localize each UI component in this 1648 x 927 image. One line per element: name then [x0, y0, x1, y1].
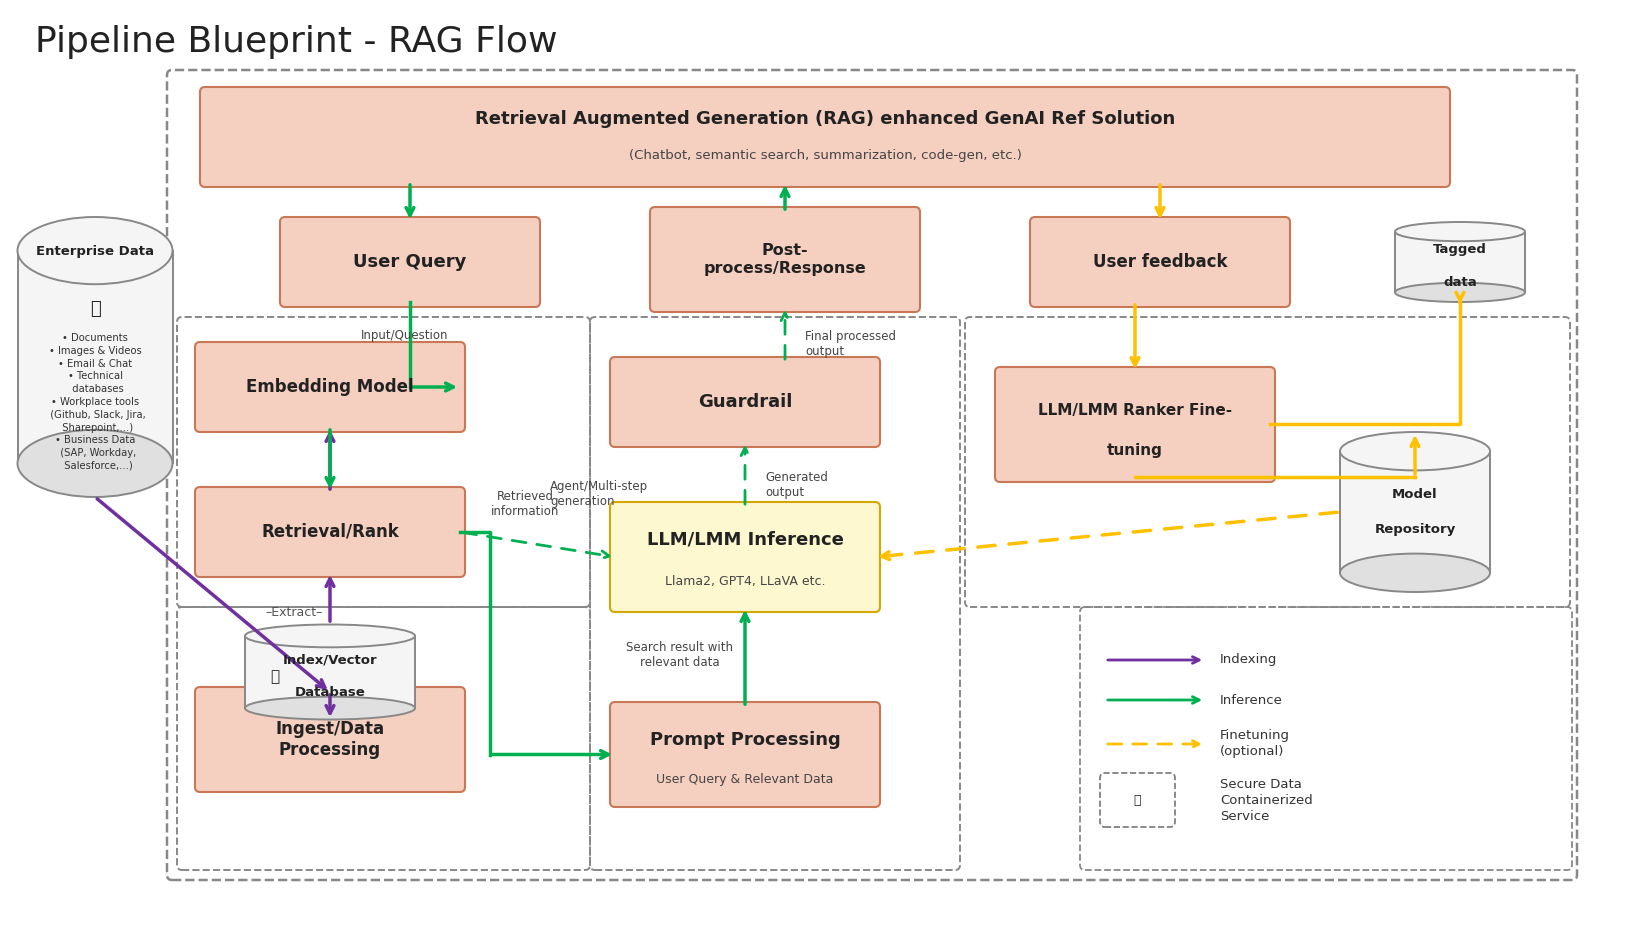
Text: Generated
output: Generated output [765, 471, 827, 499]
Text: Llama2, GPT4, LLaVA etc.: Llama2, GPT4, LLaVA etc. [664, 576, 826, 589]
Ellipse shape [1394, 283, 1524, 302]
Ellipse shape [1394, 222, 1524, 241]
Text: Embedding Model: Embedding Model [246, 378, 414, 396]
Text: Enterprise Data: Enterprise Data [36, 246, 153, 259]
FancyBboxPatch shape [1340, 451, 1490, 573]
Text: Agent/Multi-step
generation: Agent/Multi-step generation [550, 480, 648, 508]
Text: Retrieved
information: Retrieved information [491, 490, 559, 518]
Text: Prompt Processing: Prompt Processing [649, 731, 840, 749]
FancyBboxPatch shape [194, 687, 465, 792]
FancyBboxPatch shape [18, 250, 173, 464]
Text: Finetuning
(optional): Finetuning (optional) [1220, 730, 1290, 758]
Text: Secure Data
Containerized
Service: Secure Data Containerized Service [1220, 778, 1313, 822]
Text: LLM/LMM Inference: LLM/LMM Inference [646, 530, 844, 548]
Text: tuning: tuning [1107, 442, 1163, 458]
Ellipse shape [1340, 553, 1490, 592]
Ellipse shape [1340, 432, 1490, 470]
FancyBboxPatch shape [199, 87, 1450, 187]
Text: –Extract–: –Extract– [265, 605, 323, 618]
Text: • Documents
• Images & Videos
• Email & Chat
• Technical
  databases
• Workplace: • Documents • Images & Videos • Email & … [44, 333, 147, 471]
Text: Index/Vector: Index/Vector [283, 654, 377, 667]
Text: Pipeline Blueprint - RAG Flow: Pipeline Blueprint - RAG Flow [35, 25, 557, 59]
FancyBboxPatch shape [610, 702, 880, 807]
Text: Tagged: Tagged [1434, 244, 1486, 257]
Text: Input/Question: Input/Question [361, 328, 448, 341]
Text: Final processed
output: Final processed output [804, 330, 897, 358]
Text: (Chatbot, semantic search, summarization, code-gen, etc.): (Chatbot, semantic search, summarization… [628, 149, 1022, 162]
Text: Database: Database [295, 685, 366, 699]
Text: User Query: User Query [353, 253, 466, 271]
Text: User Query & Relevant Data: User Query & Relevant Data [656, 773, 834, 786]
Text: Ingest/Data
Processing: Ingest/Data Processing [275, 720, 384, 759]
FancyBboxPatch shape [194, 342, 465, 432]
Ellipse shape [246, 625, 415, 647]
FancyBboxPatch shape [610, 502, 880, 612]
Ellipse shape [18, 217, 173, 285]
Text: 🔒: 🔒 [1134, 794, 1140, 806]
Text: data: data [1444, 275, 1477, 288]
Text: Repository: Repository [1374, 524, 1455, 537]
Text: Search result with
relevant data: Search result with relevant data [626, 641, 733, 669]
FancyBboxPatch shape [194, 487, 465, 577]
Text: LLM/LMM Ranker Fine-: LLM/LMM Ranker Fine- [1038, 402, 1233, 417]
Text: Guardrail: Guardrail [697, 393, 793, 411]
Text: Retrieval Augmented Generation (RAG) enhanced GenAI Ref Solution: Retrieval Augmented Generation (RAG) enh… [475, 110, 1175, 128]
Text: Indexing: Indexing [1220, 654, 1277, 667]
Text: 🔒: 🔒 [89, 300, 101, 318]
Text: User feedback: User feedback [1093, 253, 1228, 271]
FancyBboxPatch shape [280, 217, 541, 307]
FancyBboxPatch shape [995, 367, 1276, 482]
Text: Post-
process/Response: Post- process/Response [704, 243, 867, 275]
Ellipse shape [246, 697, 415, 719]
Text: Model: Model [1393, 488, 1437, 501]
FancyBboxPatch shape [649, 207, 920, 312]
Text: Retrieval/Rank: Retrieval/Rank [260, 523, 399, 541]
FancyBboxPatch shape [610, 357, 880, 447]
Text: Inference: Inference [1220, 693, 1282, 706]
FancyBboxPatch shape [1030, 217, 1290, 307]
FancyBboxPatch shape [246, 636, 415, 708]
Ellipse shape [18, 430, 173, 497]
FancyBboxPatch shape [1394, 232, 1524, 292]
Text: 🔒: 🔒 [270, 669, 280, 684]
